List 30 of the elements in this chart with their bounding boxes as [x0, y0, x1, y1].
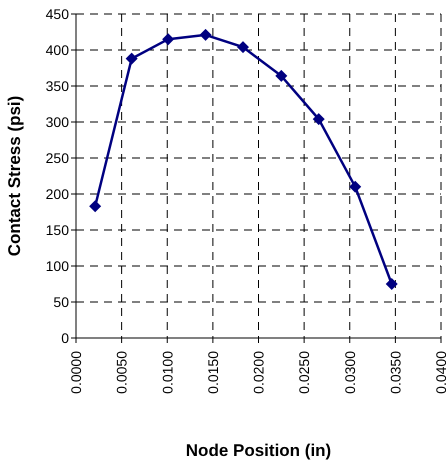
point	[89, 200, 102, 212]
point	[126, 52, 138, 65]
x-tick-label: 0.0400	[433, 350, 446, 394]
x-tick-label: 0.0350	[387, 350, 404, 394]
point	[200, 28, 212, 41]
point	[275, 70, 288, 82]
point	[162, 33, 174, 46]
y-tick-label: 300	[46, 114, 70, 130]
x-tick-label: 0.0300	[342, 350, 358, 394]
point	[349, 180, 362, 193]
y-tick-label: 200	[46, 186, 70, 202]
point	[312, 113, 325, 126]
y-tick-label: 150	[46, 222, 70, 238]
y-tick-label: 350	[46, 78, 70, 94]
y-tick-label: 450	[46, 6, 70, 22]
y-tick-label: 400	[46, 42, 70, 58]
point	[236, 41, 249, 54]
y-tick-label: 0	[61, 330, 70, 346]
point	[386, 278, 398, 290]
x-tick-label: 0.0150	[204, 350, 221, 394]
x-tick-label: 0.0100	[159, 350, 176, 394]
x-tick-label: 0.0250	[296, 350, 312, 394]
y-tick-label: 50	[53, 294, 70, 310]
y-tick-label: 100	[46, 258, 70, 274]
x-tick-label: 0.0200	[250, 350, 266, 394]
x-tick-label: 0.0000	[68, 350, 84, 394]
y-axis-title: Contact Stress (psi)	[5, 96, 24, 256]
x-axis-title: Node Position (in)	[186, 441, 332, 460]
y-tick-label: 250	[46, 150, 70, 166]
x-tick-label: 0.0050	[114, 350, 130, 394]
